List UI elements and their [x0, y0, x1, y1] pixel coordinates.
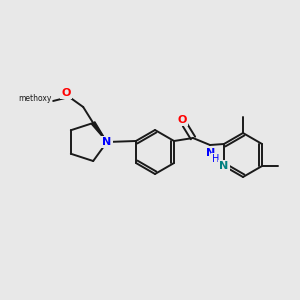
Text: H: H	[212, 154, 220, 164]
Text: methoxy: methoxy	[18, 94, 51, 103]
Text: N: N	[219, 161, 229, 171]
Text: O: O	[177, 115, 187, 125]
Text: N: N	[206, 148, 216, 158]
Text: H: H	[212, 154, 220, 164]
Text: N: N	[206, 148, 216, 158]
Polygon shape	[92, 122, 107, 142]
Text: O: O	[177, 115, 187, 125]
Text: N: N	[102, 137, 112, 147]
Text: N: N	[219, 161, 229, 171]
Text: O: O	[61, 88, 71, 98]
Text: N: N	[102, 137, 112, 147]
Text: O: O	[61, 88, 71, 98]
